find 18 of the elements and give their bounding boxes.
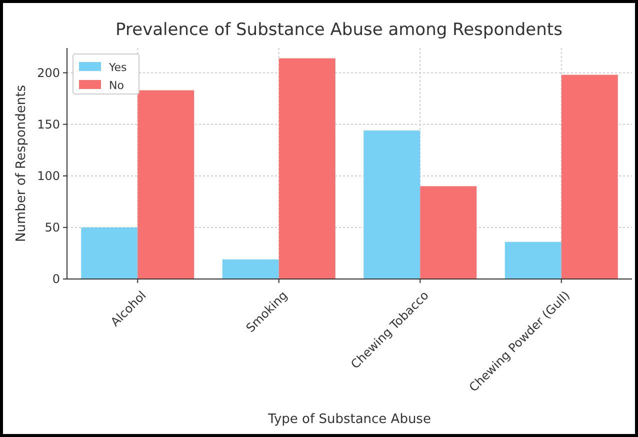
y-tick-label: 150 — [37, 118, 60, 132]
bar — [222, 259, 279, 279]
bar — [364, 130, 420, 279]
bar — [278, 58, 336, 279]
y-tick-label: 200 — [37, 66, 60, 80]
legend-label: Yes — [108, 60, 128, 74]
bar — [138, 90, 194, 279]
chart-title: Prevalence of Substance Abuse among Respondents — [116, 20, 563, 40]
y-axis-title: Number of Respondents — [14, 84, 29, 242]
bar — [504, 242, 562, 279]
bar — [420, 186, 477, 279]
y-tick-label: 100 — [37, 169, 60, 184]
y-tick-label: 50 — [44, 220, 60, 235]
y-tick-label: 0 — [52, 272, 60, 286]
bar — [561, 74, 618, 279]
legend-label: No — [109, 78, 124, 92]
bar — [81, 227, 138, 279]
x-axis-title: Type of Substance Abuse — [267, 412, 431, 427]
